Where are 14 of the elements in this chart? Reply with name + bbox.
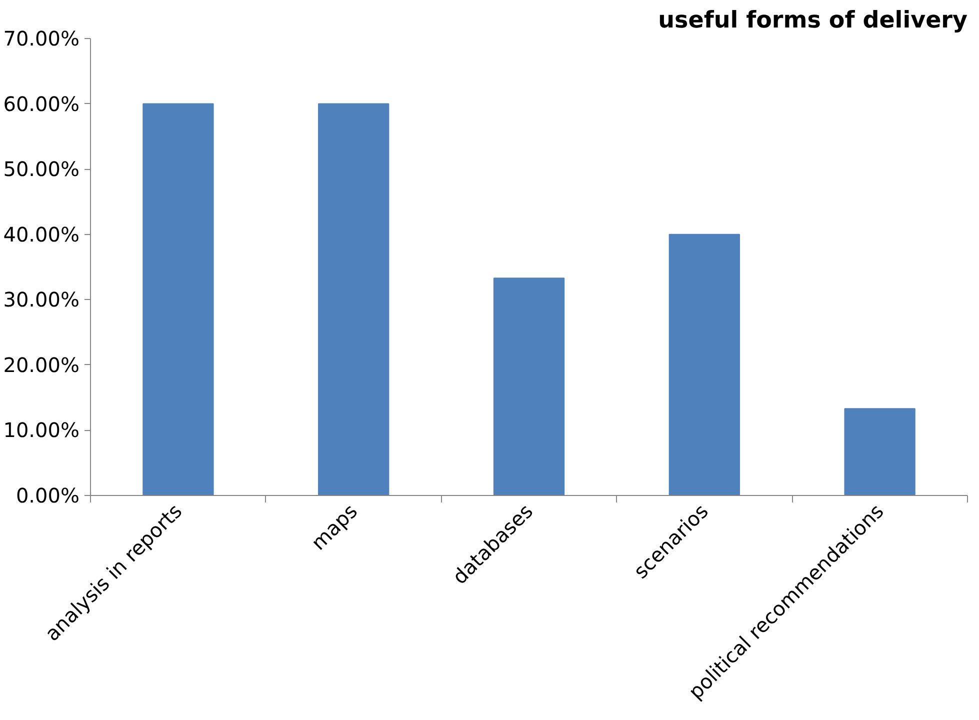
bar bbox=[844, 408, 916, 496]
y-tick-label: 50.00% bbox=[3, 157, 80, 182]
bar bbox=[142, 103, 214, 496]
y-tick-label: 40.00% bbox=[3, 222, 80, 246]
chart-title: useful forms of delivery bbox=[658, 8, 968, 34]
y-tick-label: 0.00% bbox=[16, 484, 80, 508]
y-tick-label: 70.00% bbox=[3, 26, 80, 50]
y-tick-label: 10.00% bbox=[3, 418, 80, 442]
bar bbox=[668, 234, 740, 496]
y-tick-label: 60.00% bbox=[3, 92, 80, 116]
bar bbox=[318, 103, 390, 496]
y-tick-label: 30.00% bbox=[3, 288, 80, 312]
bar bbox=[493, 278, 565, 496]
y-tick-label: 20.00% bbox=[3, 352, 80, 377]
